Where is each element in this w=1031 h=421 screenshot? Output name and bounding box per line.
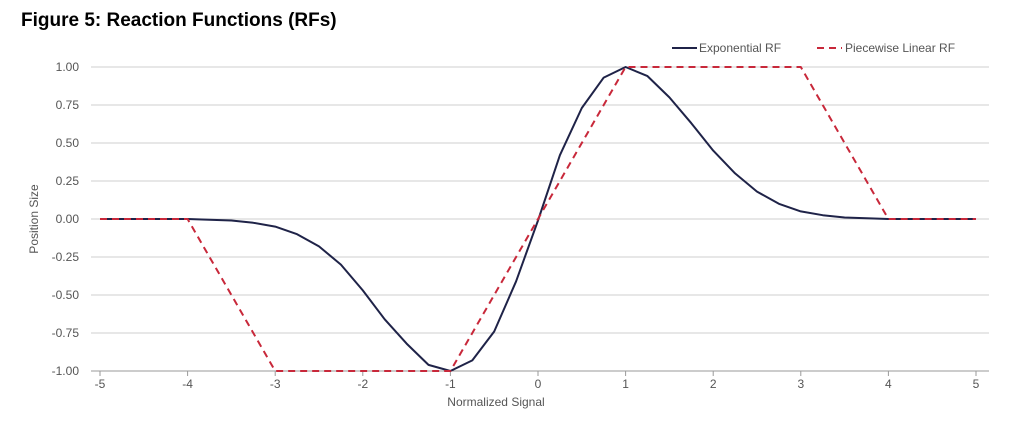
- y-tick-label: 0.50: [56, 136, 80, 150]
- y-tick-label: -0.25: [52, 250, 80, 264]
- y-tick-label: 0.25: [56, 174, 80, 188]
- y-axis-tick-labels: 1.00 0.75 0.50 0.25 0.00 -0.25 -0.50 -0.75 -1.00: [52, 60, 80, 378]
- x-tick-label: 5: [973, 377, 980, 391]
- legend-label-exponential-rf: Exponential RF: [699, 41, 781, 55]
- y-tick-label: 0.00: [56, 212, 80, 226]
- y-tick-label: -0.50: [52, 288, 80, 302]
- x-axis: [91, 370, 989, 376]
- x-axis-tick-labels: -5 -4 -3 -2 -1 0 1 2 3 4 5: [95, 377, 980, 391]
- legend: Exponential RF Piecewise Linear RF: [672, 41, 955, 55]
- legend-label-piecewise-linear-rf: Piecewise Linear RF: [845, 41, 955, 55]
- y-tick-label: 0.75: [56, 98, 80, 112]
- figure-title: Figure 5: Reaction Functions (RFs): [21, 10, 337, 31]
- x-tick-label: 1: [622, 377, 629, 391]
- gridlines: [91, 66, 989, 372]
- x-tick-label: 0: [535, 377, 542, 391]
- x-tick-label: -2: [357, 377, 368, 391]
- y-tick-label: 1.00: [56, 60, 80, 74]
- x-axis-label: Normalized Signal: [447, 395, 544, 409]
- y-axis-label: Position Size: [27, 184, 41, 254]
- x-tick-label: -1: [445, 377, 456, 391]
- x-tick-label: 2: [710, 377, 717, 391]
- x-tick-label: 3: [797, 377, 804, 391]
- y-tick-label: -1.00: [52, 364, 80, 378]
- series-lines: [100, 66, 976, 372]
- x-tick-label: 4: [885, 377, 892, 391]
- x-tick-label: -4: [182, 377, 193, 391]
- x-tick-label: -5: [95, 377, 106, 391]
- piecewise-linear-rf-line: [100, 66, 976, 372]
- x-tick-label: -3: [270, 377, 281, 391]
- y-tick-label: -0.75: [52, 326, 80, 340]
